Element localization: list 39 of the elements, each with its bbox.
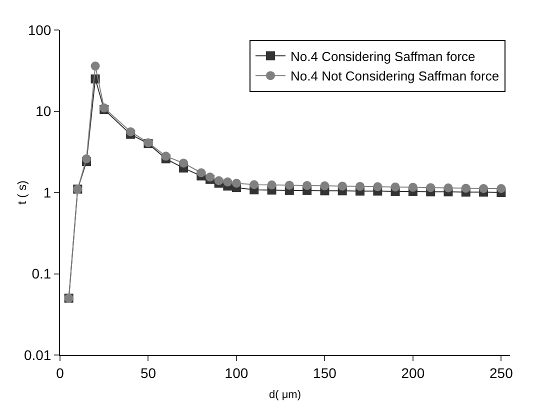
legend-label: No.4 Considering Saffman force: [290, 48, 476, 64]
point: [90, 62, 100, 71]
point: [161, 152, 170, 161]
point: [479, 184, 488, 193]
point: [196, 168, 206, 178]
y-axis-title: t ( s): [15, 180, 29, 204]
point: [232, 178, 241, 188]
point: [426, 183, 436, 192]
point: [338, 182, 347, 191]
point: [179, 158, 188, 168]
x-axis-title: d( μm): [268, 389, 302, 401]
point: [496, 184, 506, 193]
point: [284, 180, 294, 190]
x-tick-label: 50: [140, 364, 156, 381]
x-tick-label: 100: [224, 364, 248, 381]
point: [267, 180, 276, 190]
x-tick-label: 150: [313, 364, 337, 381]
point: [126, 127, 136, 136]
point: [408, 182, 418, 192]
point: [82, 154, 91, 164]
point: [444, 183, 453, 192]
y-tick-label: 0.1: [32, 266, 52, 282]
y-tick-label: 1: [43, 184, 52, 200]
point: [223, 177, 232, 186]
point: [356, 182, 364, 191]
x-tick-label: 250: [490, 364, 514, 381]
y-tick-label: 10: [36, 103, 52, 120]
y-tick-label: 0.01: [24, 346, 52, 363]
point: [373, 182, 382, 192]
x-tick-label: 200: [401, 364, 425, 381]
point: [461, 184, 470, 193]
point: [302, 180, 312, 190]
y-tick-label: 100: [28, 22, 52, 38]
legend-label: No.4 Not Considering Saffman force: [290, 68, 500, 84]
x-tick-label: 0: [56, 364, 64, 381]
point: [320, 181, 330, 190]
point: [250, 180, 259, 190]
point: [390, 182, 400, 192]
point: [214, 176, 224, 186]
